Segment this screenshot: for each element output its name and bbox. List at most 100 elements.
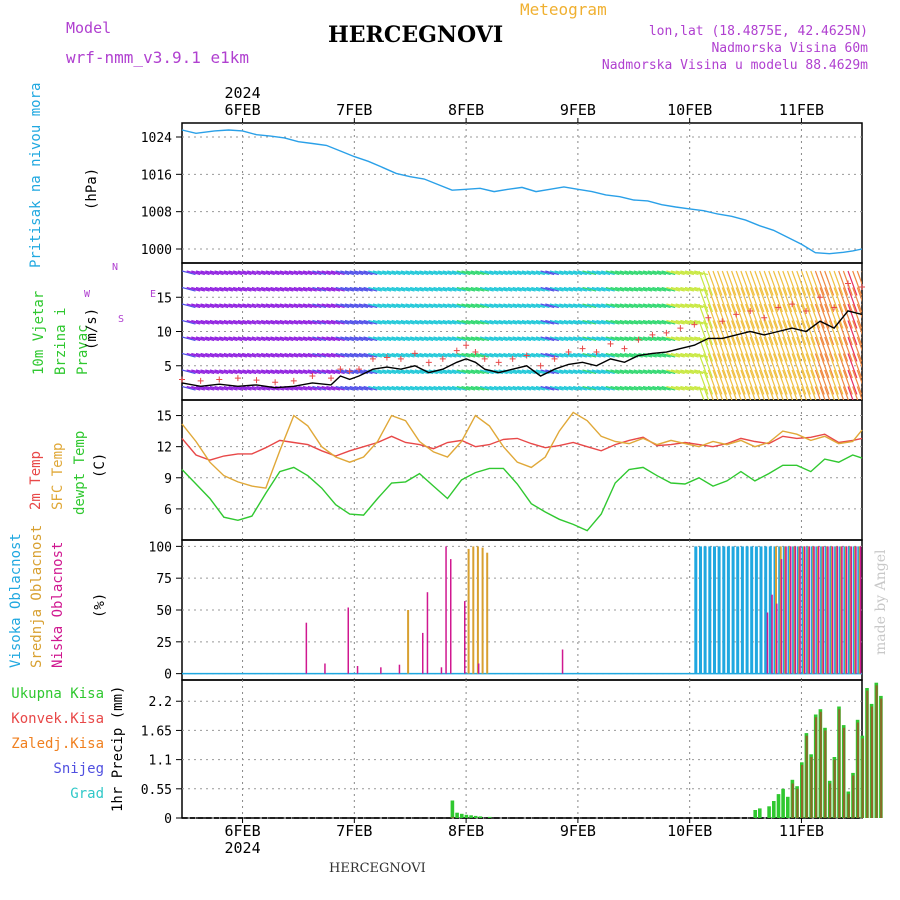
wind-barb (242, 303, 257, 309)
high-cloud-bar (736, 546, 740, 674)
wind-barb (456, 369, 471, 375)
wind-barb (489, 385, 504, 391)
wind-barb (307, 270, 322, 276)
wind-barb (475, 369, 490, 375)
wind-barb (549, 336, 564, 342)
wind-barb (368, 336, 382, 342)
wind-barb (396, 336, 410, 342)
wind-barb (447, 385, 462, 391)
wind-barb (330, 270, 345, 276)
wind-barb (465, 286, 480, 292)
wind-gust-mark (537, 362, 544, 369)
wind-barb (782, 320, 793, 346)
wind-barb (479, 270, 494, 276)
wind-barb (828, 336, 839, 362)
wind-barb (661, 352, 676, 358)
wind-gust-mark (859, 283, 865, 290)
wind-barb (819, 270, 830, 296)
wind-gust-mark (551, 355, 558, 362)
wind-barb (782, 336, 793, 362)
wind-barb (652, 303, 667, 309)
wind-barb (601, 352, 615, 358)
wind-barb (372, 319, 387, 325)
wind-barb (782, 303, 793, 329)
wind-barb (619, 336, 634, 342)
wind-barb (680, 286, 695, 292)
wind-barb (545, 385, 559, 391)
low-cloud-bar (356, 666, 359, 674)
wind-barb (456, 303, 471, 309)
wind-barb (763, 287, 774, 313)
wind-barb (587, 369, 601, 375)
low-cloud-bar (771, 594, 773, 674)
wind-barb (228, 369, 243, 375)
wind-gust-mark (677, 325, 684, 332)
wind-barb (745, 287, 756, 313)
cloud-tick-label: 25 (156, 636, 172, 651)
wind-barb (777, 270, 788, 296)
wind-barb (833, 303, 844, 329)
wind-barb (559, 319, 573, 325)
wind-barb (647, 336, 662, 342)
wind-gust-mark (463, 342, 470, 349)
wind-barb (349, 319, 364, 325)
wind-barb (507, 319, 522, 325)
wind-barb (786, 320, 797, 346)
wind-barb (186, 336, 201, 342)
wind-barb (740, 336, 751, 362)
wind-barb (610, 336, 625, 342)
wind-barb (726, 336, 737, 362)
wind-barb (298, 270, 313, 276)
wind-barb (652, 336, 667, 342)
wind-barb (796, 303, 807, 329)
wind-barb (461, 270, 476, 276)
wind-barb (819, 386, 826, 400)
wind-barb (479, 319, 494, 325)
wind-barb (279, 336, 294, 342)
wind-barb (288, 352, 303, 358)
wind-barb (559, 286, 573, 292)
wind-barb (647, 385, 662, 391)
wind-barb (549, 352, 564, 358)
wind-barb (605, 319, 620, 325)
wind-barb (800, 336, 811, 362)
wind-barb (400, 270, 415, 276)
conv-precip-bar (870, 706, 873, 818)
wind-barb (335, 319, 350, 325)
wind-barb (438, 336, 452, 342)
wind-barb (382, 303, 396, 309)
wind-barb (559, 303, 573, 309)
wind-barb (675, 336, 690, 342)
low-cloud-bar (831, 546, 834, 674)
wind-barb (619, 352, 634, 358)
wind-barb (233, 352, 247, 358)
wind-barb (786, 386, 794, 400)
wind-gust-mark (472, 349, 479, 356)
wind-barb (209, 319, 224, 325)
wind-barb (601, 303, 615, 309)
wind-barb (279, 303, 294, 309)
wind-barb (256, 385, 271, 391)
wind-barb (410, 270, 424, 276)
wind-barb (484, 385, 499, 391)
wind-barb (615, 303, 629, 309)
wind-barb (810, 386, 817, 400)
wind-barb (638, 336, 653, 342)
wind-barb (200, 303, 215, 309)
wind-barb (414, 369, 429, 375)
low-cloud-bar (794, 546, 797, 674)
wind-gust-mark (621, 345, 628, 352)
wind-barb (391, 352, 406, 358)
mid-cloud-bar (486, 552, 489, 674)
wind-barb (638, 319, 653, 325)
wind-barb (307, 319, 322, 325)
high-cloud-bar (708, 546, 712, 674)
wind-barb (195, 303, 210, 309)
wind-barb (475, 270, 490, 276)
wind-barb (479, 303, 494, 309)
wind-barb (568, 270, 583, 276)
wind-barb (591, 369, 606, 375)
wind-barb (288, 369, 303, 375)
wind-barb (796, 353, 807, 379)
mid-cloud-bar (407, 610, 410, 674)
